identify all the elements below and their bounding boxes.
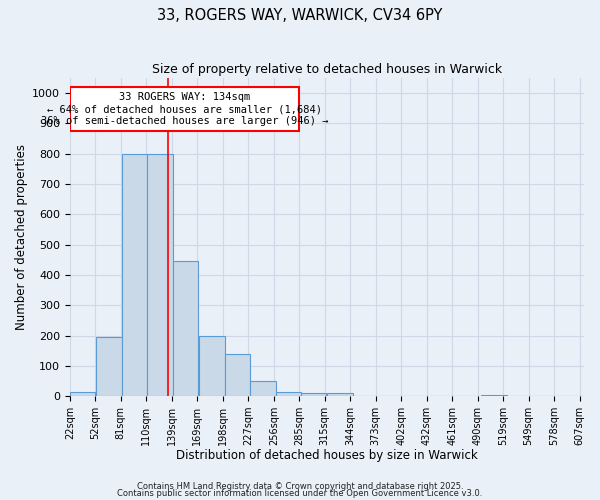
Bar bbox=[96, 337, 122, 396]
Text: ← 64% of detached houses are smaller (1,684): ← 64% of detached houses are smaller (1,… bbox=[47, 104, 322, 114]
Bar bbox=[70, 87, 299, 131]
Y-axis label: Number of detached properties: Number of detached properties bbox=[15, 144, 28, 330]
Text: 33, ROGERS WAY, WARWICK, CV34 6PY: 33, ROGERS WAY, WARWICK, CV34 6PY bbox=[157, 8, 443, 22]
Text: Contains HM Land Registry data © Crown copyright and database right 2025.: Contains HM Land Registry data © Crown c… bbox=[137, 482, 463, 491]
Title: Size of property relative to detached houses in Warwick: Size of property relative to detached ho… bbox=[152, 62, 502, 76]
Text: Contains public sector information licensed under the Open Government Licence v3: Contains public sector information licen… bbox=[118, 490, 482, 498]
Bar bbox=[122, 154, 147, 396]
Text: 36% of semi-detached houses are larger (946) →: 36% of semi-detached houses are larger (… bbox=[41, 116, 328, 126]
Bar bbox=[147, 154, 173, 396]
Bar bbox=[275, 392, 301, 396]
Bar bbox=[224, 354, 250, 396]
Bar bbox=[250, 381, 275, 396]
Bar bbox=[301, 393, 326, 396]
X-axis label: Distribution of detached houses by size in Warwick: Distribution of detached houses by size … bbox=[176, 450, 478, 462]
Text: 33 ROGERS WAY: 134sqm: 33 ROGERS WAY: 134sqm bbox=[119, 92, 250, 102]
Bar bbox=[199, 336, 224, 396]
Bar bbox=[173, 262, 198, 396]
Bar bbox=[70, 392, 95, 396]
Bar bbox=[328, 393, 353, 396]
Bar bbox=[481, 394, 506, 396]
